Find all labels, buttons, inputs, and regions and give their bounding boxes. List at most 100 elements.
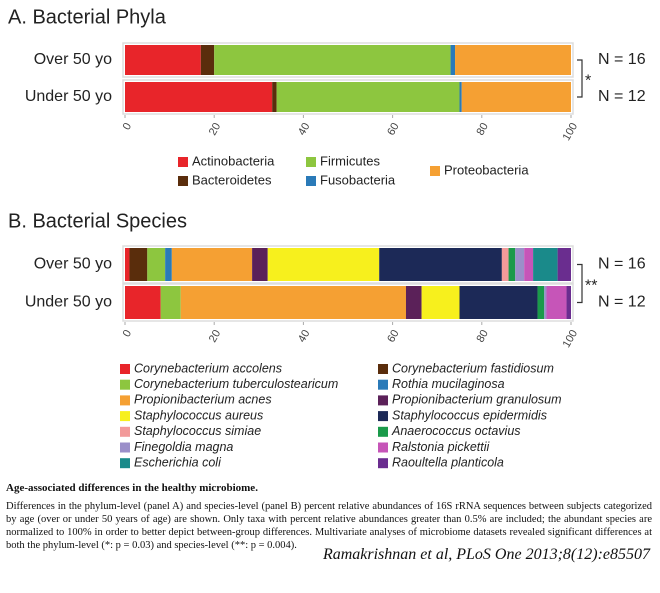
bar-segment	[450, 45, 456, 75]
bar-segment	[125, 286, 161, 319]
bar-segment	[546, 286, 567, 319]
legend-swatch	[120, 458, 130, 469]
panel-title: B. Bacterial Species	[8, 210, 187, 232]
panel-title: A. Bacterial Phyla	[8, 6, 167, 28]
legend-label: Bacteroidetes	[192, 172, 272, 187]
x-tick-label: 40	[296, 121, 313, 138]
legend-swatch	[430, 166, 440, 176]
bar-segment	[125, 45, 201, 75]
legend-swatch	[306, 157, 316, 167]
legend-label: Actinobacteria	[192, 153, 275, 168]
bar-segment	[125, 82, 273, 112]
bar-frame	[122, 79, 574, 115]
bar-segment	[180, 286, 406, 319]
significance: **	[585, 278, 597, 295]
legend-swatch	[378, 426, 388, 437]
bar-segment	[508, 248, 516, 281]
legend-swatch	[378, 379, 388, 390]
legend-label: Staphylococcus epidermidis	[392, 408, 547, 422]
x-tick-label: 0	[121, 328, 134, 339]
x-tick-label: 60	[385, 328, 402, 345]
legend-label: Ralstonia pickettii	[392, 440, 490, 454]
bar-segment	[459, 82, 462, 112]
legend-label: Corynebacterium tuberculostearicum	[134, 377, 338, 391]
x-tick-label: 80	[474, 121, 491, 138]
legend-label: Corynebacterium fastidiosum	[392, 361, 554, 375]
legend-label: Rothia mucilaginosa	[392, 377, 505, 391]
x-tick-label: 100	[561, 121, 581, 143]
caption-title: Age-associated differences in the health…	[6, 482, 258, 494]
legend-swatch	[378, 395, 388, 406]
bar-segment	[557, 248, 571, 281]
bar-segment	[165, 248, 172, 281]
bar-segment	[501, 248, 509, 281]
legend-label: Staphylococcus simiae	[134, 424, 261, 438]
category-label: Under 50 yo	[25, 88, 112, 105]
bar-segment	[515, 248, 525, 281]
bar-segment	[537, 286, 545, 319]
legend-label: Escherichia coli	[134, 455, 222, 469]
bar-segment	[544, 286, 547, 319]
figure: A. Bacterial Phyla Over 50 yo N = 16 Under …	[8, 6, 646, 469]
n-label: N = 16	[598, 51, 646, 68]
x-tick-label: 100	[561, 328, 581, 350]
legend-swatch	[178, 176, 188, 186]
bar-segment	[421, 286, 460, 319]
bar-segment	[379, 248, 502, 281]
x-tick-label: 20	[207, 121, 224, 138]
legend-label: Proteobacteria	[444, 162, 529, 177]
legend-label: Firmicutes	[320, 153, 380, 168]
bar-segment	[459, 286, 538, 319]
citation: Ramakrishnan et al, PLoS One 2013;8(12):…	[322, 546, 650, 563]
bar-segment	[566, 286, 571, 319]
n-label: N = 16	[598, 256, 646, 273]
bar-segment	[160, 286, 181, 319]
bar-segment	[524, 248, 534, 281]
legend-swatch	[120, 379, 130, 390]
legend-swatch	[120, 364, 130, 374]
legend-swatch	[120, 442, 130, 453]
bar-segment	[267, 248, 380, 281]
category-label: Over 50 yo	[34, 51, 112, 68]
n-label: N = 12	[598, 88, 646, 105]
x-tick-label: 60	[385, 121, 402, 138]
bracket	[577, 59, 583, 98]
legend-swatch	[378, 364, 388, 374]
bar-segment	[200, 45, 215, 75]
bar-segment	[147, 248, 166, 281]
legend-label: Fusobacteria	[320, 172, 396, 187]
bar-frame	[122, 245, 574, 284]
bar-segment	[461, 82, 571, 112]
x-tick-label: 40	[296, 328, 313, 345]
significance: *	[585, 73, 591, 90]
legend-swatch	[120, 426, 130, 437]
legend-swatch	[120, 411, 130, 422]
n-label: N = 12	[598, 294, 646, 311]
bar-segment	[276, 82, 460, 112]
legend-label: Raoultella planticola	[392, 455, 504, 469]
legend-swatch	[378, 442, 388, 453]
legend-label: Staphylococcus aureus	[134, 408, 263, 422]
bar-frame	[122, 42, 574, 78]
category-label: Over 50 yo	[34, 256, 112, 273]
bar-segment	[125, 248, 130, 281]
bar-segment	[272, 82, 277, 112]
bar-segment	[455, 45, 571, 75]
bar-segment	[533, 248, 558, 281]
legend-swatch	[306, 176, 316, 186]
x-tick-label: 20	[207, 328, 224, 345]
legend-swatch	[378, 458, 388, 469]
category-label: Under 50 yo	[25, 294, 112, 311]
legend-label: Propionibacterium granulosum	[392, 393, 562, 407]
bar-segment	[405, 286, 422, 319]
bar-segment	[252, 248, 268, 281]
bar-frame	[122, 283, 574, 322]
legend-label: Corynebacterium accolens	[134, 361, 282, 375]
bracket	[577, 263, 583, 304]
bar-segment	[214, 45, 451, 75]
bar-segment	[129, 248, 148, 281]
caption-body: Differences in the phylum-level (panel A…	[6, 501, 652, 551]
legend-label: Propionibacterium acnes	[134, 393, 272, 407]
legend-swatch	[378, 411, 388, 422]
